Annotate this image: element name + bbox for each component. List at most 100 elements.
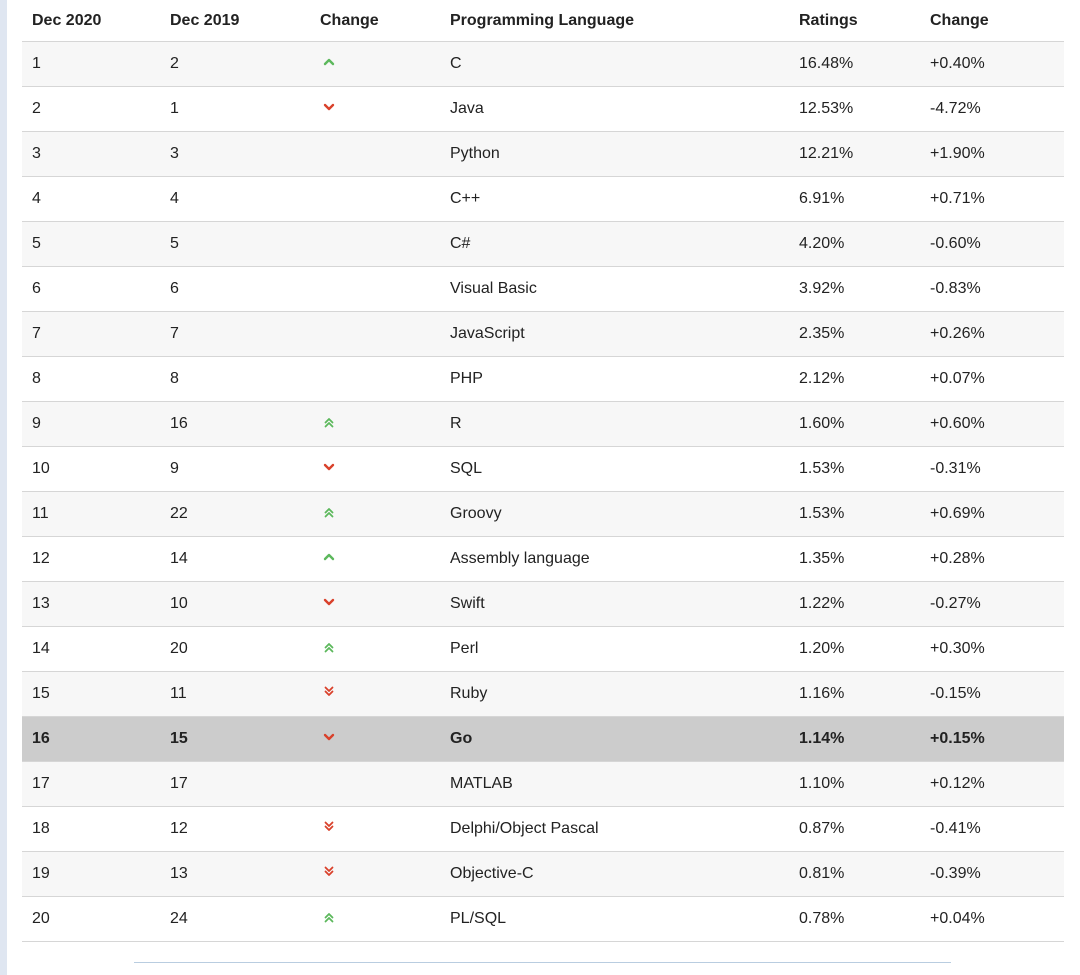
rank-cell: 15 <box>22 671 160 717</box>
trend-cell <box>310 221 440 267</box>
double-arrow-up-icon <box>322 910 336 924</box>
previous-rank-cell: 22 <box>160 491 310 537</box>
rating-change-cell: +0.71% <box>920 176 1064 222</box>
previous-rank-cell: 8 <box>160 356 310 402</box>
header-trend-change: Change <box>310 0 440 42</box>
rating-cell: 1.35% <box>789 536 920 582</box>
table-row: 17 17 MATLAB 1.10% +0.12% <box>22 761 1064 807</box>
rating-change-cell: +0.30% <box>920 626 1064 672</box>
rating-change-cell: +0.28% <box>920 536 1064 582</box>
table-row: 5 5 C# 4.20% -0.60% <box>22 221 1064 267</box>
rating-cell: 1.20% <box>789 626 920 672</box>
previous-rank-cell: 17 <box>160 761 310 807</box>
header-rating-change: Change <box>920 0 1064 42</box>
rank-cell: 12 <box>22 536 160 582</box>
rank-cell: 5 <box>22 221 160 267</box>
trend-cell <box>310 806 440 852</box>
trend-cell <box>310 491 440 537</box>
table-row: 19 13 Objective-C 0.81% -0.39% <box>22 851 1064 897</box>
language-cell: SQL <box>440 446 789 492</box>
arrow-down-icon <box>322 730 336 744</box>
language-cell: Swift <box>440 581 789 627</box>
language-cell: MATLAB <box>440 761 789 807</box>
trend-cell <box>310 536 440 582</box>
language-cell: Assembly language <box>440 536 789 582</box>
rank-cell: 2 <box>22 86 160 132</box>
rank-cell: 16 <box>22 716 160 762</box>
previous-rank-cell: 11 <box>160 671 310 717</box>
rank-cell: 6 <box>22 266 160 312</box>
arrow-down-icon <box>322 595 336 609</box>
rating-change-cell: +0.40% <box>920 41 1064 87</box>
trend-cell <box>310 266 440 312</box>
header-dec-2019: Dec 2019 <box>160 0 310 42</box>
rating-cell: 2.12% <box>789 356 920 402</box>
trend-cell <box>310 311 440 357</box>
language-cell: JavaScript <box>440 311 789 357</box>
trend-cell <box>310 896 440 942</box>
rating-change-cell: -0.15% <box>920 671 1064 717</box>
language-cell: Delphi/Object Pascal <box>440 806 789 852</box>
language-cell: Java <box>440 86 789 132</box>
rating-cell: 1.53% <box>789 446 920 492</box>
table-row: 13 10 Swift 1.22% -0.27% <box>22 581 1064 627</box>
trend-cell <box>310 671 440 717</box>
table-row: 7 7 JavaScript 2.35% +0.26% <box>22 311 1064 357</box>
language-cell: Objective-C <box>440 851 789 897</box>
table-row: 11 22 Groovy 1.53% +0.69% <box>22 491 1064 537</box>
previous-rank-cell: 24 <box>160 896 310 942</box>
rank-cell: 4 <box>22 176 160 222</box>
rank-cell: 10 <box>22 446 160 492</box>
language-cell: Ruby <box>440 671 789 717</box>
trend-cell <box>310 581 440 627</box>
table-row: 1 2 C 16.48% +0.40% <box>22 41 1064 87</box>
rating-change-cell: -0.27% <box>920 581 1064 627</box>
rating-cell: 2.35% <box>789 311 920 357</box>
rank-cell: 1 <box>22 41 160 87</box>
table-row: 12 14 Assembly language 1.35% +0.28% <box>22 536 1064 582</box>
double-arrow-up-icon <box>322 415 336 429</box>
rank-cell: 18 <box>22 806 160 852</box>
rating-cell: 1.53% <box>789 491 920 537</box>
rating-change-cell: -0.60% <box>920 221 1064 267</box>
previous-rank-cell: 1 <box>160 86 310 132</box>
rank-cell: 17 <box>22 761 160 807</box>
page-left-border <box>0 0 7 975</box>
rating-cell: 12.21% <box>789 131 920 177</box>
trend-cell <box>310 176 440 222</box>
header-programming-language: Programming Language <box>440 0 789 42</box>
language-cell: C <box>440 41 789 87</box>
table-row: 14 20 Perl 1.20% +0.30% <box>22 626 1064 672</box>
table-row: 20 24 PL/SQL 0.78% +0.04% <box>22 896 1064 942</box>
previous-rank-cell: 16 <box>160 401 310 447</box>
previous-rank-cell: 9 <box>160 446 310 492</box>
rating-cell: 1.22% <box>789 581 920 627</box>
table-row: 6 6 Visual Basic 3.92% -0.83% <box>22 266 1064 312</box>
table-row: 16 15 Go 1.14% +0.15% <box>22 716 1064 762</box>
trend-cell <box>310 761 440 807</box>
trend-cell <box>310 356 440 402</box>
header-ratings: Ratings <box>789 0 920 42</box>
rating-change-cell: -0.83% <box>920 266 1064 312</box>
language-ranking-table: Dec 2020 Dec 2019 Change Programming Lan… <box>22 0 1064 942</box>
trend-cell <box>310 131 440 177</box>
rating-cell: 3.92% <box>789 266 920 312</box>
rating-change-cell: -0.41% <box>920 806 1064 852</box>
rank-cell: 13 <box>22 581 160 627</box>
arrow-up-icon <box>322 550 336 564</box>
language-cell: C# <box>440 221 789 267</box>
trend-cell <box>310 716 440 762</box>
rating-change-cell: -0.31% <box>920 446 1064 492</box>
rating-cell: 6.91% <box>789 176 920 222</box>
rank-cell: 20 <box>22 896 160 942</box>
previous-rank-cell: 4 <box>160 176 310 222</box>
language-cell: Visual Basic <box>440 266 789 312</box>
table-row: 18 12 Delphi/Object Pascal 0.87% -0.41% <box>22 806 1064 852</box>
rating-cell: 1.16% <box>789 671 920 717</box>
language-cell: R <box>440 401 789 447</box>
previous-rank-cell: 13 <box>160 851 310 897</box>
double-arrow-up-icon <box>322 505 336 519</box>
table-row: 8 8 PHP 2.12% +0.07% <box>22 356 1064 402</box>
language-cell: Go <box>440 716 789 762</box>
previous-rank-cell: 5 <box>160 221 310 267</box>
